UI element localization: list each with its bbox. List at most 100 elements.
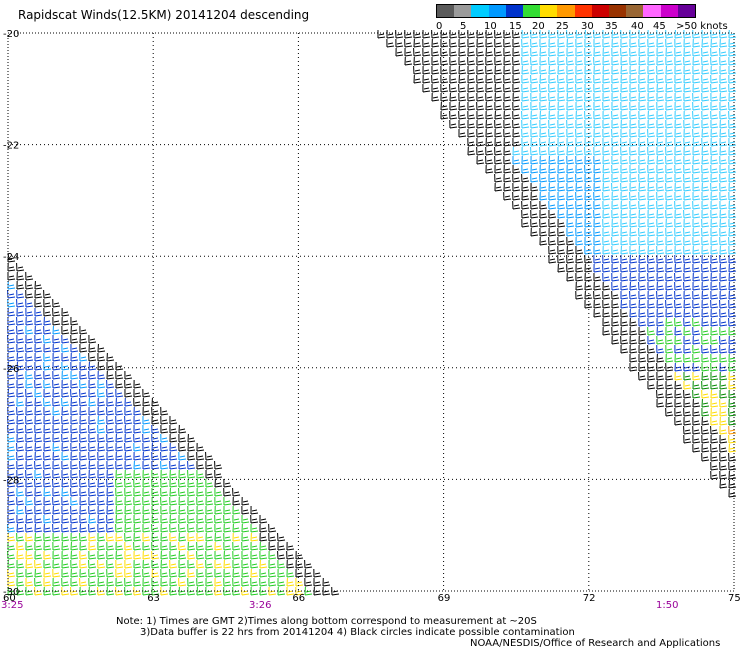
wind-barb — [665, 308, 674, 318]
wind-barb — [674, 65, 683, 75]
wind-barb — [133, 433, 142, 443]
wind-barb — [701, 281, 710, 291]
wind-barb — [629, 83, 638, 93]
wind-barb — [728, 146, 737, 156]
wind-barb — [52, 325, 61, 335]
wind-barb — [79, 577, 88, 587]
wind-barb — [97, 415, 106, 425]
wind-barb — [16, 289, 25, 299]
wind-barb — [530, 92, 539, 102]
wind-barb — [557, 263, 566, 273]
wind-barb — [647, 137, 656, 147]
wind-barb — [629, 317, 638, 327]
wind-barb — [494, 38, 503, 48]
wind-barb — [647, 236, 656, 246]
wind-barb — [476, 92, 485, 102]
wind-barb — [665, 362, 674, 372]
wind-barb — [7, 487, 16, 497]
wind-barb — [160, 568, 169, 578]
wind-barb — [142, 496, 151, 506]
wind-barb — [530, 173, 539, 183]
wind-barb — [61, 316, 70, 326]
wind-barb — [34, 280, 43, 290]
wind-barb — [106, 469, 115, 479]
wind-barb — [115, 478, 124, 488]
wind-barb — [70, 325, 79, 335]
wind-barb — [151, 514, 160, 524]
wind-barb — [97, 577, 106, 587]
wind-barb — [530, 29, 539, 39]
wind-barb — [593, 164, 602, 174]
wind-barb — [413, 74, 422, 84]
wind-barb — [494, 182, 503, 192]
wind-barb — [584, 83, 593, 93]
wind-barb — [674, 362, 683, 372]
wind-barb — [259, 550, 268, 560]
wind-barb — [205, 460, 214, 470]
longitude-labels: 60 63 66 69 72 75 — [3, 593, 740, 604]
wind-barb — [629, 38, 638, 48]
wind-barb — [187, 514, 196, 524]
wind-barb — [449, 92, 458, 102]
wind-barb — [611, 110, 620, 120]
wind-barb — [169, 577, 178, 587]
wind-barb — [701, 245, 710, 255]
wind-barb — [710, 110, 719, 120]
wind-barb — [602, 173, 611, 183]
legend-swatch — [591, 5, 610, 17]
wind-barb — [719, 470, 728, 480]
wind-barb — [277, 532, 286, 542]
wind-barb — [7, 316, 16, 326]
wind-barb — [169, 532, 178, 542]
wind-barb — [133, 442, 142, 452]
wind-barb — [259, 559, 268, 569]
wind-barb — [692, 209, 701, 219]
wind-barb — [214, 550, 223, 560]
wind-barb — [647, 254, 656, 264]
wind-barb — [656, 155, 665, 165]
wind-barb — [52, 388, 61, 398]
wind-barb — [656, 47, 665, 57]
wind-barb — [692, 191, 701, 201]
legend-label: >50 knots — [676, 21, 728, 32]
wind-barb — [34, 397, 43, 407]
wind-barb — [7, 460, 16, 470]
wind-barb — [277, 568, 286, 578]
wind-barb — [52, 478, 61, 488]
swath-time-label: 3:25 — [1, 600, 23, 611]
wind-barb — [467, 74, 476, 84]
wind-barb — [557, 38, 566, 48]
wind-barb — [719, 263, 728, 273]
wind-barb — [701, 119, 710, 129]
wind-barb — [602, 92, 611, 102]
wind-barb — [710, 407, 719, 417]
wind-barb — [115, 361, 124, 371]
wind-barb — [647, 299, 656, 309]
wind-barb — [512, 101, 521, 111]
wind-barb — [79, 379, 88, 389]
wind-barb — [710, 272, 719, 282]
wind-barb — [629, 227, 638, 237]
wind-barb — [214, 505, 223, 515]
wind-barb — [692, 218, 701, 228]
wind-barb — [728, 65, 737, 75]
wind-barb — [79, 451, 88, 461]
wind-barb — [485, 38, 494, 48]
wind-barb — [142, 460, 151, 470]
wind-barb — [259, 514, 268, 524]
wind-barb — [710, 317, 719, 327]
longitude-label: 63 — [147, 593, 160, 604]
wind-barb — [25, 523, 34, 533]
wind-barb — [719, 209, 728, 219]
wind-barb — [16, 280, 25, 290]
wind-barb — [701, 299, 710, 309]
wind-barb — [43, 532, 52, 542]
wind-barb — [692, 173, 701, 183]
wind-barb — [440, 92, 449, 102]
wind-barb — [25, 379, 34, 389]
wind-barb — [187, 568, 196, 578]
wind-barb — [539, 101, 548, 111]
wind-barb — [656, 389, 665, 399]
wind-barb — [683, 317, 692, 327]
wind-barb — [133, 478, 142, 488]
